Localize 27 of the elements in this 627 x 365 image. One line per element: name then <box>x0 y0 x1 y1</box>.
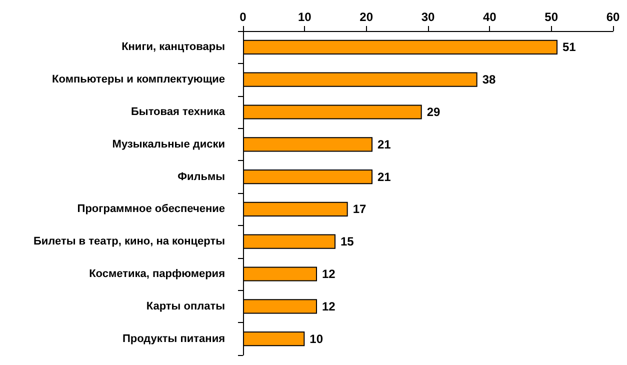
x-tick-label: 50 <box>544 10 558 24</box>
y-tick-label: Программное обеспечение <box>77 203 225 216</box>
data-label: 29 <box>426 105 441 119</box>
x-tick-label: 10 <box>298 10 312 24</box>
data-label: 38 <box>482 72 496 87</box>
x-tick-label: 0 <box>240 10 247 24</box>
y-tick-label: Книги, канцтовары <box>122 41 225 54</box>
y-tick-label: Продукты питания <box>122 332 225 345</box>
data-label: 21 <box>378 137 392 152</box>
data-label: 12 <box>322 299 336 314</box>
data-label: 10 <box>310 332 324 346</box>
x-tick-label: 20 <box>360 10 374 24</box>
y-tick-label: Косметика, парфюмерия <box>89 268 225 280</box>
data-label: 21 <box>378 170 392 184</box>
y-tick-label: Фильмы <box>178 170 225 183</box>
data-label: 12 <box>322 267 336 281</box>
data-label: 15 <box>340 234 354 249</box>
data-label: 51 <box>562 40 576 54</box>
data-label: 17 <box>352 202 367 216</box>
x-tick-label: 30 <box>421 10 435 24</box>
x-tick-label: 40 <box>482 10 497 24</box>
x-tick-label: 60 <box>606 10 620 24</box>
y-tick-label: Бытовая техника <box>131 106 226 118</box>
y-tick-label: Карты оплаты <box>146 300 225 312</box>
y-tick-label: Компьютеры и комплектующие <box>52 74 225 86</box>
y-tick-label: Музыкальные диски <box>112 138 225 150</box>
y-tick-label: Билеты в театр, кино, на концерты <box>33 236 225 248</box>
